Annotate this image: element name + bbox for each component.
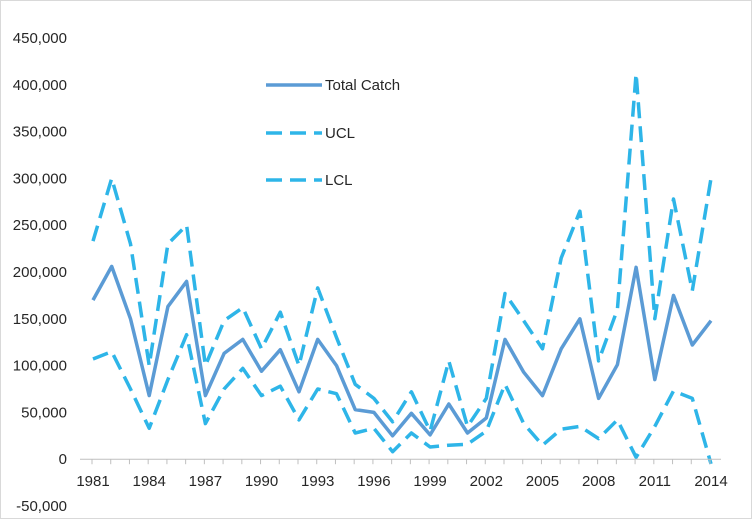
plot-area xyxy=(91,71,713,465)
legend-label-total-catch: Total Catch xyxy=(325,77,400,94)
x-tick-label: 2011 xyxy=(639,473,671,490)
y-tick-label: 350,000 xyxy=(13,124,67,141)
y-tick-label: 400,000 xyxy=(13,77,67,94)
x-tick-label: 2014 xyxy=(694,473,727,490)
x-tick-label: 1987 xyxy=(189,473,222,490)
x-tick-label: 1990 xyxy=(245,473,278,490)
y-tick-label: 450,000 xyxy=(13,30,67,47)
x-tick-label: 1999 xyxy=(413,473,446,490)
x-tick-label: 1993 xyxy=(301,473,334,490)
y-tick-label: 150,000 xyxy=(13,311,67,328)
legend-label-lcl: LCL xyxy=(325,172,353,189)
x-tick-label: 1981 xyxy=(76,473,109,490)
y-tick-label: 0 xyxy=(59,451,67,468)
series-line-lcl xyxy=(92,332,713,465)
y-tick-label: -50,000 xyxy=(16,498,67,515)
y-tick-label: 200,000 xyxy=(13,264,67,281)
legend-label-ucl: UCL xyxy=(325,125,355,142)
y-tick-label: 50,000 xyxy=(21,404,67,421)
axes: 450,000 400,000 350,000 300,000 250,000 200,0… xyxy=(13,30,728,515)
y-tick-label: 100,000 xyxy=(13,358,67,375)
x-tick-label: 2005 xyxy=(526,473,559,490)
legend: Total Catch UCL LCL xyxy=(266,77,400,189)
x-tick-label: 2008 xyxy=(582,473,615,490)
x-tick-label: 2002 xyxy=(470,473,503,490)
series-line-total-catch xyxy=(91,264,713,438)
series-line-ucl xyxy=(91,71,713,433)
y-tick-label: 250,000 xyxy=(13,217,67,234)
y-tick-label: 300,000 xyxy=(13,170,67,187)
x-tick-label: 1996 xyxy=(357,473,390,490)
x-tick-label: 1984 xyxy=(132,473,165,490)
